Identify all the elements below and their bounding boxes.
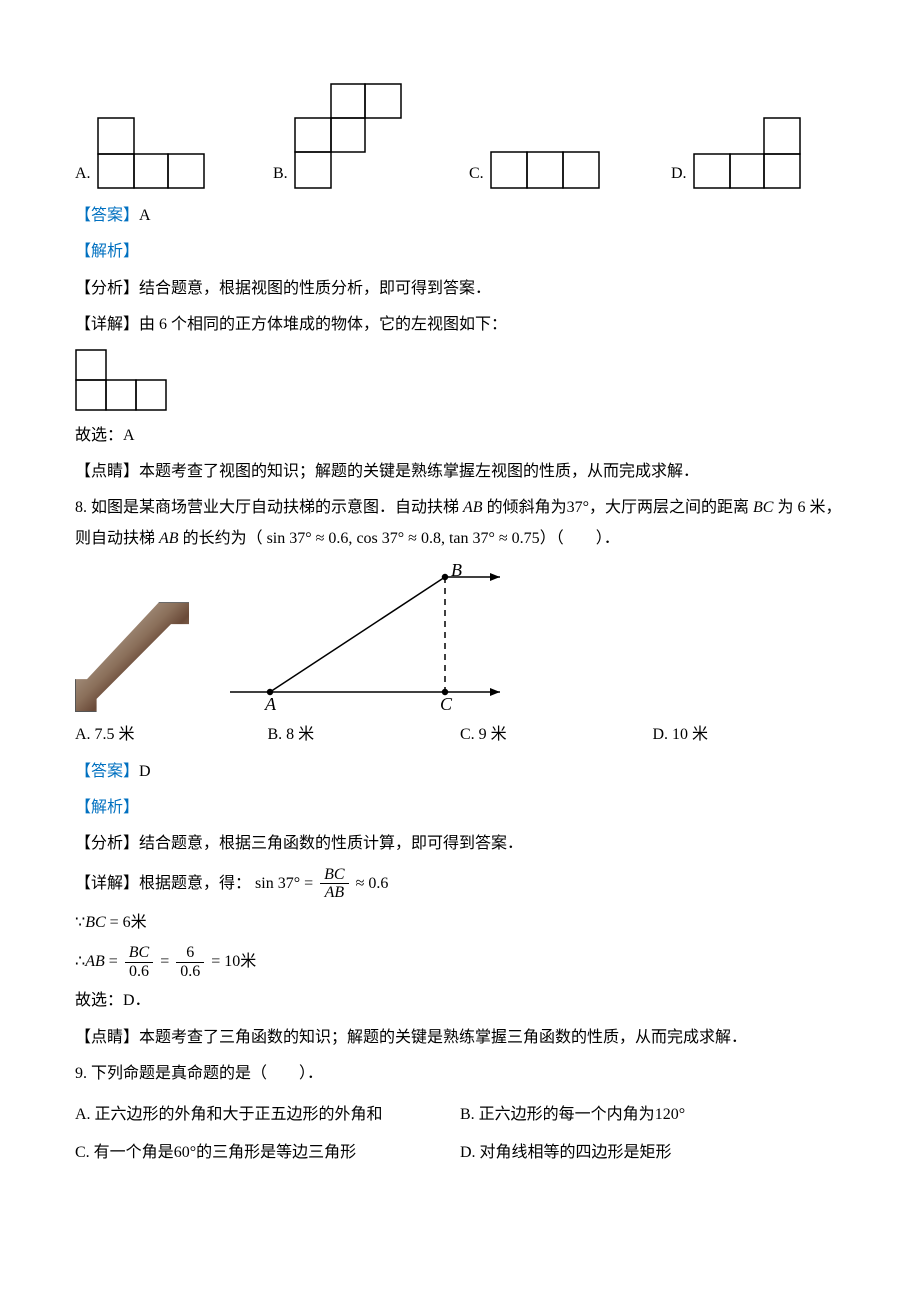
q8-answer: 【答案】D <box>75 757 845 787</box>
q8-mid1: 的倾斜角为 <box>483 499 567 516</box>
option-label: C. <box>469 159 484 189</box>
therefore-sym: ∴ <box>75 953 85 970</box>
bc-eq: = 6 <box>106 914 131 931</box>
q7-conclusion: 故选：A <box>75 421 845 451</box>
bc2: BC <box>85 914 105 931</box>
q7-option-c[interactable]: C. <box>469 151 671 189</box>
q7-dianjing: 【点睛】本题考查了视图的知识；解题的关键是熟练掌握左视图的性质，从而完成求解． <box>75 457 845 487</box>
q8-since: ∵BC = 6米 <box>75 908 845 938</box>
q7-option-a[interactable]: A. <box>75 117 273 189</box>
q8-mid2: ，大厅两层之间的距离 <box>589 499 753 516</box>
label-A: A <box>264 694 277 712</box>
q8-opt-b[interactable]: B. 8 米 <box>268 720 461 750</box>
q9-opt-c[interactable]: C. 有一个角是60°的三角形是等边三角形 <box>75 1138 460 1168</box>
q9-opt-b[interactable]: B. 正六边形的每一个内角为120° <box>460 1100 845 1130</box>
approx: ≈ 0.6 <box>356 874 389 891</box>
escalator-image <box>75 602 195 712</box>
frac-num2: BC <box>125 944 153 963</box>
q8-analysis-label: 【解析】 <box>75 793 845 823</box>
frac-den3: 0.6 <box>176 963 204 981</box>
q8-angle: 37° <box>567 499 589 516</box>
q8-conclusion: 故选：D． <box>75 986 845 1016</box>
q7-analysis-label: 【解析】 <box>75 237 845 267</box>
q9-c-pre: C. 有一个角是 <box>75 1144 174 1161</box>
q7-fig-d <box>693 117 801 189</box>
q8-ab2: AB <box>159 530 179 547</box>
q8-mid4: 的长约为（ <box>179 530 263 547</box>
answer-value: D <box>139 763 151 780</box>
q7-detail-intro: 【详解】由 6 个相同的正方体堆成的物体，它的左视图如下： <box>75 310 845 340</box>
q7-fig-c <box>490 151 600 189</box>
mi: 米 <box>131 914 147 931</box>
frac-den: AB <box>320 884 348 902</box>
q7-fenxi: 【分析】结合题意，根据视图的性质分析，即可得到答案． <box>75 274 845 304</box>
q8-cos: cos 37° ≈ 0.8, <box>356 530 445 547</box>
since-sym: ∵ <box>75 914 85 931</box>
frac-6-06: 6 0.6 <box>176 944 204 980</box>
frac-num3: 6 <box>176 944 204 963</box>
q8-end: ）（ ）． <box>540 530 620 547</box>
q8-figures: A B C <box>75 562 845 712</box>
q9-opt-d[interactable]: D. 对角线相等的四边形是矩形 <box>460 1138 845 1168</box>
q8-sin: sin 37° ≈ 0.6, <box>267 530 353 547</box>
q9-stem: 9. 下列命题是真命题的是（ ）． <box>75 1059 845 1089</box>
label-C: C <box>440 694 453 712</box>
frac-den2: 0.6 <box>125 963 153 981</box>
q9-c-ang: 60° <box>174 1144 196 1161</box>
q9-stem-text: 下列命题是真命题的是（ ）． <box>91 1065 323 1082</box>
q7-option-d[interactable]: D. <box>671 117 801 189</box>
q8-therefore: ∴AB = BC 0.6 = 6 0.6 = 10米 <box>75 944 845 980</box>
q9-b-ang: 120° <box>655 1106 685 1123</box>
q7-left-view-figure <box>75 349 845 411</box>
mi2: 米 <box>240 953 256 970</box>
q8-detail-prefix: 【详解】根据题意，得： <box>75 874 251 891</box>
q9-a: A. 正六边形的外角和大于正五边形的外角和 <box>75 1106 383 1123</box>
sin-expr: sin 37° = <box>255 874 313 891</box>
answer-value: A <box>139 207 151 224</box>
q8-ab: AB <box>463 499 483 516</box>
q9-d: D. 对角线相等的四边形是矩形 <box>460 1144 672 1161</box>
option-label: B. <box>273 159 288 189</box>
frac-num: BC <box>320 866 348 885</box>
q8-dianjing: 【点睛】本题考查了三角函数的知识；解题的关键是熟练掌握三角函数的性质，从而完成求… <box>75 1023 845 1053</box>
q8-pre: 如图是某商场营业大厅自动扶梯的示意图．自动扶梯 <box>91 499 463 516</box>
q7-fig-a <box>97 117 205 189</box>
ab3: AB <box>85 953 105 970</box>
q8-tan: tan 37° ≈ 0.75 <box>449 530 540 547</box>
answer-label: 【答案】 <box>75 763 139 780</box>
q8-bc: BC <box>753 499 773 516</box>
option-label: D. <box>671 159 687 189</box>
q7-options-row: A. B. C. <box>75 83 845 189</box>
q8-opt-d[interactable]: D. 10 米 <box>653 720 846 750</box>
q8-options: A. 7.5 米 B. 8 米 C. 9 米 D. 10 米 <box>75 720 845 750</box>
q8-num: 8. <box>75 499 91 516</box>
q8-opt-c[interactable]: C. 9 米 <box>460 720 653 750</box>
label-B: B <box>451 562 462 580</box>
frac-bc-06: BC 0.6 <box>125 944 153 980</box>
q7-answer: 【答案】A <box>75 201 845 231</box>
answer-label: 【答案】 <box>75 207 139 224</box>
q8-stem: 8. 如图是某商场营业大厅自动扶梯的示意图．自动扶梯 AB 的倾斜角为37°，大… <box>75 493 845 554</box>
q8-detail-eq1: 【详解】根据题意，得： sin 37° = BC AB ≈ 0.6 <box>75 866 845 902</box>
frac-bc-ab: BC AB <box>320 866 348 902</box>
q9-b-pre: B. 正六边形的每一个内角为 <box>460 1106 655 1123</box>
q8-opt-a[interactable]: A. 7.5 米 <box>75 720 268 750</box>
q9-num: 9. <box>75 1065 91 1082</box>
q8-triangle-diagram: A B C <box>225 562 505 712</box>
q8-fenxi: 【分析】结合题意，根据三角函数的性质计算，即可得到答案． <box>75 829 845 859</box>
q7-fig-b <box>294 83 402 189</box>
eq10: = 10 <box>211 953 240 970</box>
q7-option-b[interactable]: B. <box>273 83 469 189</box>
q9-c-post: 的三角形是等边三角形 <box>196 1144 356 1161</box>
option-label: A. <box>75 159 91 189</box>
q9-opt-a[interactable]: A. 正六边形的外角和大于正五边形的外角和 <box>75 1100 460 1130</box>
q9-options: A. 正六边形的外角和大于正五边形的外角和 B. 正六边形的每一个内角为120°… <box>75 1096 845 1173</box>
